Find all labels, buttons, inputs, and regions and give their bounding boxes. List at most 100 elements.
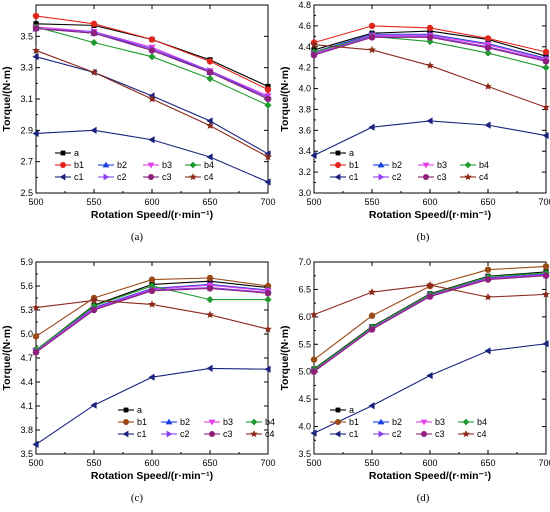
legend-marker	[60, 150, 66, 156]
legend-label: c3	[223, 429, 233, 439]
data-point	[206, 364, 213, 372]
legend-marker	[148, 174, 154, 180]
y-tick-label: 4.4	[298, 42, 311, 52]
data-point	[542, 103, 550, 111]
legend-marker	[420, 419, 428, 426]
data-point	[90, 30, 98, 37]
data-point	[90, 20, 98, 27]
series-unlabeled	[32, 126, 271, 186]
legend-label: b1	[349, 160, 359, 170]
legend-label: c1	[137, 429, 147, 439]
y-tick-label: 3.5	[20, 31, 33, 41]
chart-panel-d: 3.5 4.0 4.5 5.0 5.5 6.0 6.5 7.0 500 550 600 650 700 R…	[279, 257, 550, 504]
legend-marker	[335, 150, 341, 156]
y-tick-label: 5.9	[20, 257, 33, 267]
data-point	[484, 35, 492, 42]
data-point	[484, 44, 492, 52]
data-point	[368, 312, 376, 319]
legend-marker	[123, 407, 129, 413]
data-point	[426, 293, 434, 300]
data-point	[264, 95, 272, 103]
data-point	[148, 373, 155, 381]
data-point	[310, 51, 318, 59]
x-tick-label: 550	[364, 458, 379, 468]
legend-marker	[462, 418, 470, 426]
panel-caption: (b)	[417, 231, 430, 243]
data-point	[32, 46, 40, 54]
legend-label: c4	[204, 172, 214, 182]
legend-label: b3	[435, 417, 445, 427]
x-tick-label: 550	[364, 197, 379, 207]
series-b1	[32, 12, 272, 93]
data-point	[542, 263, 550, 270]
legend-marker	[122, 430, 129, 438]
y-tick-label: 3.1	[20, 94, 33, 104]
legend-marker	[147, 162, 155, 169]
legend-marker	[464, 173, 472, 181]
y-tick-label: 4.8	[298, 0, 311, 10]
y-tick-label: 4.4	[20, 377, 33, 387]
y-axis-label: Torque/(N·m)	[1, 66, 13, 131]
data-point	[426, 34, 434, 41]
data-point	[426, 117, 433, 125]
legend: a b1 b2 b3 b4 c1 c2 c3 c4	[55, 148, 214, 182]
legend-label: a	[74, 148, 79, 158]
legend-label: b3	[437, 160, 447, 170]
data-point	[484, 82, 492, 90]
x-tick-label: 700	[260, 458, 275, 468]
legend-label: b4	[265, 417, 275, 427]
y-tick-label: 3.4	[298, 146, 311, 156]
legend-label: c2	[392, 429, 402, 439]
legend-marker	[102, 161, 110, 168]
x-tick-label: 700	[538, 197, 550, 207]
data-point	[264, 296, 272, 304]
data-point	[264, 101, 272, 109]
x-tick-label: 500	[28, 197, 43, 207]
data-point	[90, 39, 98, 47]
data-point	[206, 58, 214, 65]
legend-label: b1	[137, 417, 147, 427]
y-tick-label: 4.0	[298, 422, 311, 432]
legend-label: b2	[392, 417, 402, 427]
legend-marker	[208, 419, 216, 426]
data-point	[368, 45, 376, 54]
series-line	[313, 275, 547, 373]
y-tick-label: 2.9	[20, 125, 33, 135]
legend-marker	[423, 174, 429, 180]
y-axis-label: Torque/(N·m)	[1, 325, 13, 390]
series-line	[313, 44, 547, 108]
legend-marker	[335, 407, 341, 413]
legend-label: b1	[74, 160, 84, 170]
chart-panel-a: 2.5 2.7 2.9 3.1 3.3 3.5 500 550 600 650 700 Rotatio…	[1, 4, 276, 243]
panel-caption: (c)	[131, 492, 144, 504]
y-tick-label: 4.1	[20, 401, 33, 411]
series-c4	[310, 40, 550, 111]
legend-label: b4	[204, 160, 214, 170]
legend-label: b1	[349, 417, 359, 427]
series-c2	[33, 284, 272, 356]
x-axis-label: Rotation Speed/(r·min⁻¹)	[91, 209, 213, 221]
legend-label: c4	[265, 429, 275, 439]
series-c1	[32, 364, 271, 448]
legend-label: c2	[180, 429, 190, 439]
y-tick-label: 4.2	[298, 63, 311, 73]
y-tick-label: 4.6	[298, 21, 311, 31]
legend-marker	[123, 419, 129, 425]
y-tick-label: 3.8	[20, 425, 33, 435]
legend-label: c2	[117, 172, 127, 182]
data-point	[148, 94, 156, 103]
data-point	[310, 429, 317, 437]
data-point	[264, 290, 272, 297]
legend-marker	[166, 430, 173, 438]
data-point	[484, 266, 492, 273]
legend-label: c3	[435, 429, 445, 439]
data-point	[310, 356, 318, 363]
legend-label: c3	[437, 172, 447, 182]
data-point	[484, 293, 492, 301]
chart-panel-c: 3.5 3.8 4.1 4.4 4.7 5.0 5.3 5.6 5.9 500 550 600 650 7…	[1, 257, 276, 504]
legend-marker	[377, 418, 385, 425]
data-point	[264, 325, 272, 333]
series-b1	[310, 22, 550, 56]
data-point	[264, 282, 272, 290]
data-point	[32, 53, 39, 61]
